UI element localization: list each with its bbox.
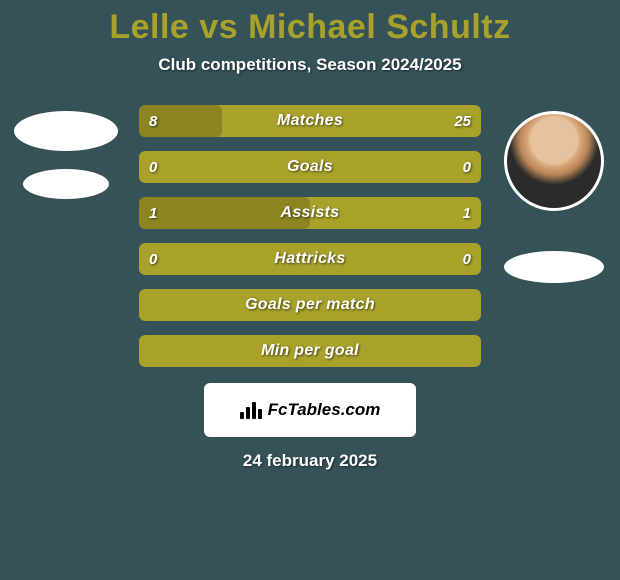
left-avatar-placeholder bbox=[14, 111, 118, 151]
page-title: Lelle vs Michael Schultz bbox=[0, 0, 620, 47]
bar-chart-icon bbox=[240, 401, 262, 419]
stat-bar: 00Goals bbox=[139, 151, 481, 183]
left-player-column bbox=[11, 105, 121, 367]
stat-bar: Goals per match bbox=[139, 289, 481, 321]
stat-label: Goals per match bbox=[139, 289, 481, 321]
right-avatar bbox=[504, 111, 604, 211]
stat-bar: Min per goal bbox=[139, 335, 481, 367]
stat-bar: 825Matches bbox=[139, 105, 481, 137]
snapshot-date: 24 february 2025 bbox=[0, 451, 620, 471]
stat-label: Goals bbox=[139, 151, 481, 183]
stat-label: Hattricks bbox=[139, 243, 481, 275]
vs-text: vs bbox=[189, 8, 248, 46]
stat-label: Matches bbox=[139, 105, 481, 137]
left-badge-placeholder bbox=[23, 169, 109, 199]
content-row: 825Matches 00Goals 11Assists 00Hattricks Goa… bbox=[0, 105, 620, 367]
stat-bars: 825Matches 00Goals 11Assists 00Hattricks Goa… bbox=[139, 105, 481, 367]
stat-bar: 00Hattricks bbox=[139, 243, 481, 275]
brand-text: FcTables.com bbox=[268, 400, 381, 420]
brand-tag[interactable]: FcTables.com bbox=[204, 383, 416, 437]
stat-label: Assists bbox=[139, 197, 481, 229]
right-player-column bbox=[499, 105, 609, 367]
right-badge-placeholder bbox=[504, 251, 604, 283]
stat-bar: 11Assists bbox=[139, 197, 481, 229]
player-right-name: Michael Schultz bbox=[248, 8, 511, 46]
stat-label: Min per goal bbox=[139, 335, 481, 367]
page-subtitle: Club competitions, Season 2024/2025 bbox=[0, 55, 620, 75]
player-left-name: Lelle bbox=[109, 8, 189, 46]
comparison-infographic: Lelle vs Michael Schultz Club competitio… bbox=[0, 0, 620, 580]
